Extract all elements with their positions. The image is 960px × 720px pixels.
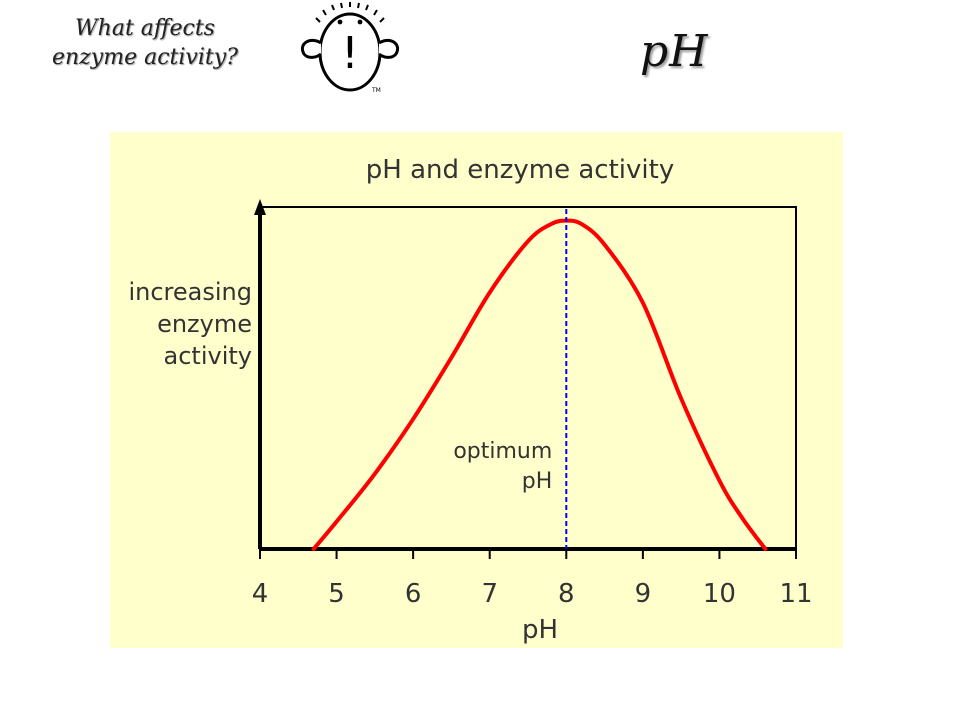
header-title: What affects enzyme activity? [20,14,270,72]
header-title-line-1: What affects [75,16,215,41]
y-axis-arrow-icon [254,199,266,215]
optimum-label: optimum pH [453,439,552,494]
x-tick-label: 10 [703,579,736,609]
chart-panel: pH and enzyme activity increasing enzyme a… [110,132,843,648]
logo-left-eye [337,19,343,25]
series-layer [311,218,768,551]
logo-right-ear [378,38,399,59]
x-ticks: 4 5 6 7 8 9 10 11 [252,549,813,609]
series-line [311,218,768,551]
x-tick-label: 4 [252,579,269,609]
chart-ylabel-line: increasing [128,278,252,306]
chart-ylabel: increasing enzyme activity [128,278,252,370]
x-tick-label: 9 [635,579,652,609]
chart-xlabel: pH [522,615,558,645]
optimum-label-line: pH [522,469,553,494]
x-tick-label: 8 [558,579,575,609]
chart-svg: pH and enzyme activity increasing enzyme a… [128,155,813,645]
plot-frame [259,206,797,550]
logo-exclamation-mark: ! [341,28,359,79]
slide-title: pH [640,26,709,77]
logo-rays [315,2,385,23]
x-tick-label: 6 [405,579,422,609]
exclamation-face-logo-icon: ! TM [301,2,399,94]
optimum-label-line: optimum [453,439,552,464]
x-tick-label: 5 [328,579,345,609]
logo-left-ear [301,38,322,59]
chart-ylabel-line: enzyme [157,310,252,338]
x-tick-label: 11 [779,579,812,609]
logo-right-eye [357,19,363,25]
chart-title: pH and enzyme activity [366,155,674,185]
chart-ylabel-line: activity [164,342,252,370]
header-title-line-2: enzyme activity? [52,45,238,70]
x-tick-label: 7 [481,579,498,609]
logo-trademark: TM [371,87,381,94]
